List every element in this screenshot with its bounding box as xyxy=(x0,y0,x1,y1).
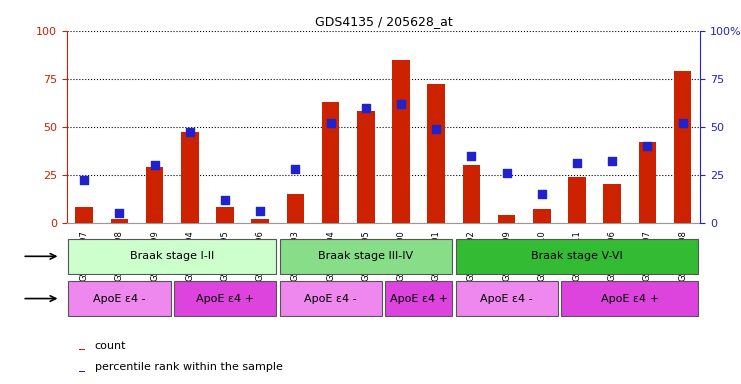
Point xyxy=(501,170,513,176)
Text: ApoE ε4 +: ApoE ε4 + xyxy=(390,293,448,304)
Bar xyxy=(568,177,586,223)
Bar xyxy=(146,167,164,223)
Point xyxy=(290,166,302,172)
Point xyxy=(149,162,161,168)
Bar xyxy=(428,84,445,223)
Bar xyxy=(279,239,452,274)
Bar xyxy=(561,281,699,316)
Bar xyxy=(79,371,85,372)
Bar xyxy=(603,184,621,223)
Text: ApoE ε4 -: ApoE ε4 - xyxy=(480,293,533,304)
Bar xyxy=(79,349,85,350)
Bar xyxy=(110,219,128,223)
Point xyxy=(395,101,407,107)
Bar xyxy=(287,194,305,223)
Point xyxy=(536,191,548,197)
Bar xyxy=(322,102,339,223)
Bar xyxy=(68,281,170,316)
Point xyxy=(184,129,196,136)
Point xyxy=(360,104,372,111)
Bar xyxy=(392,60,410,223)
Text: ApoE ε4 -: ApoE ε4 - xyxy=(93,293,146,304)
Text: Braak stage I-II: Braak stage I-II xyxy=(130,251,214,262)
Bar xyxy=(68,239,276,274)
Bar xyxy=(181,132,199,223)
Bar xyxy=(462,165,480,223)
Text: ApoE ε4 +: ApoE ε4 + xyxy=(601,293,659,304)
Bar xyxy=(639,142,657,223)
Point xyxy=(677,120,688,126)
Bar xyxy=(251,219,269,223)
Bar xyxy=(76,207,93,223)
Bar xyxy=(498,215,516,223)
Text: percentile rank within the sample: percentile rank within the sample xyxy=(95,362,282,372)
Bar xyxy=(216,207,234,223)
Point xyxy=(642,143,654,149)
Text: ApoE ε4 -: ApoE ε4 - xyxy=(305,293,357,304)
Text: count: count xyxy=(95,341,126,351)
Point xyxy=(465,152,477,159)
Point xyxy=(606,158,618,164)
Bar xyxy=(674,71,691,223)
Bar xyxy=(456,239,699,274)
Text: Braak stage V-VI: Braak stage V-VI xyxy=(531,251,623,262)
Bar xyxy=(279,281,382,316)
Point xyxy=(113,210,125,216)
Title: GDS4135 / 205628_at: GDS4135 / 205628_at xyxy=(315,15,452,28)
Point xyxy=(254,208,266,214)
Point xyxy=(571,160,583,166)
Bar xyxy=(456,281,558,316)
Text: ApoE ε4 +: ApoE ε4 + xyxy=(196,293,254,304)
Bar xyxy=(385,281,452,316)
Bar xyxy=(174,281,276,316)
Bar xyxy=(357,111,375,223)
Text: Braak stage III-IV: Braak stage III-IV xyxy=(319,251,413,262)
Point xyxy=(219,197,231,203)
Bar xyxy=(533,209,551,223)
Point xyxy=(325,120,336,126)
Point xyxy=(431,126,442,132)
Point xyxy=(79,177,90,184)
